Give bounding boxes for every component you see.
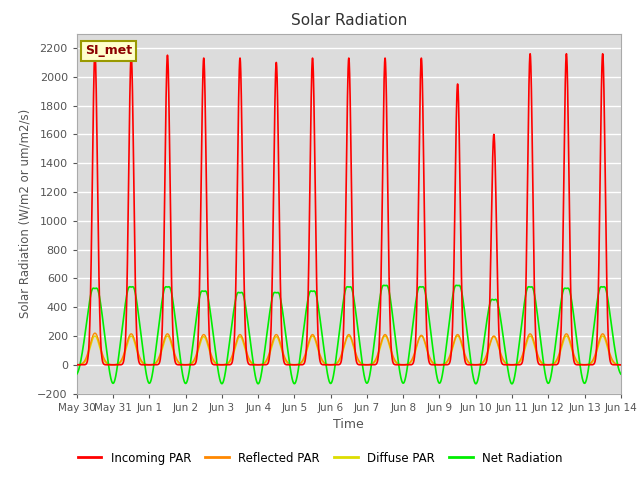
Text: SI_met: SI_met [85,44,132,58]
Title: Solar Radiation: Solar Radiation [291,13,407,28]
X-axis label: Time: Time [333,418,364,431]
Legend: Incoming PAR, Reflected PAR, Diffuse PAR, Net Radiation: Incoming PAR, Reflected PAR, Diffuse PAR… [73,447,567,469]
Y-axis label: Solar Radiation (W/m2 or um/m2/s): Solar Radiation (W/m2 or um/m2/s) [19,109,32,318]
